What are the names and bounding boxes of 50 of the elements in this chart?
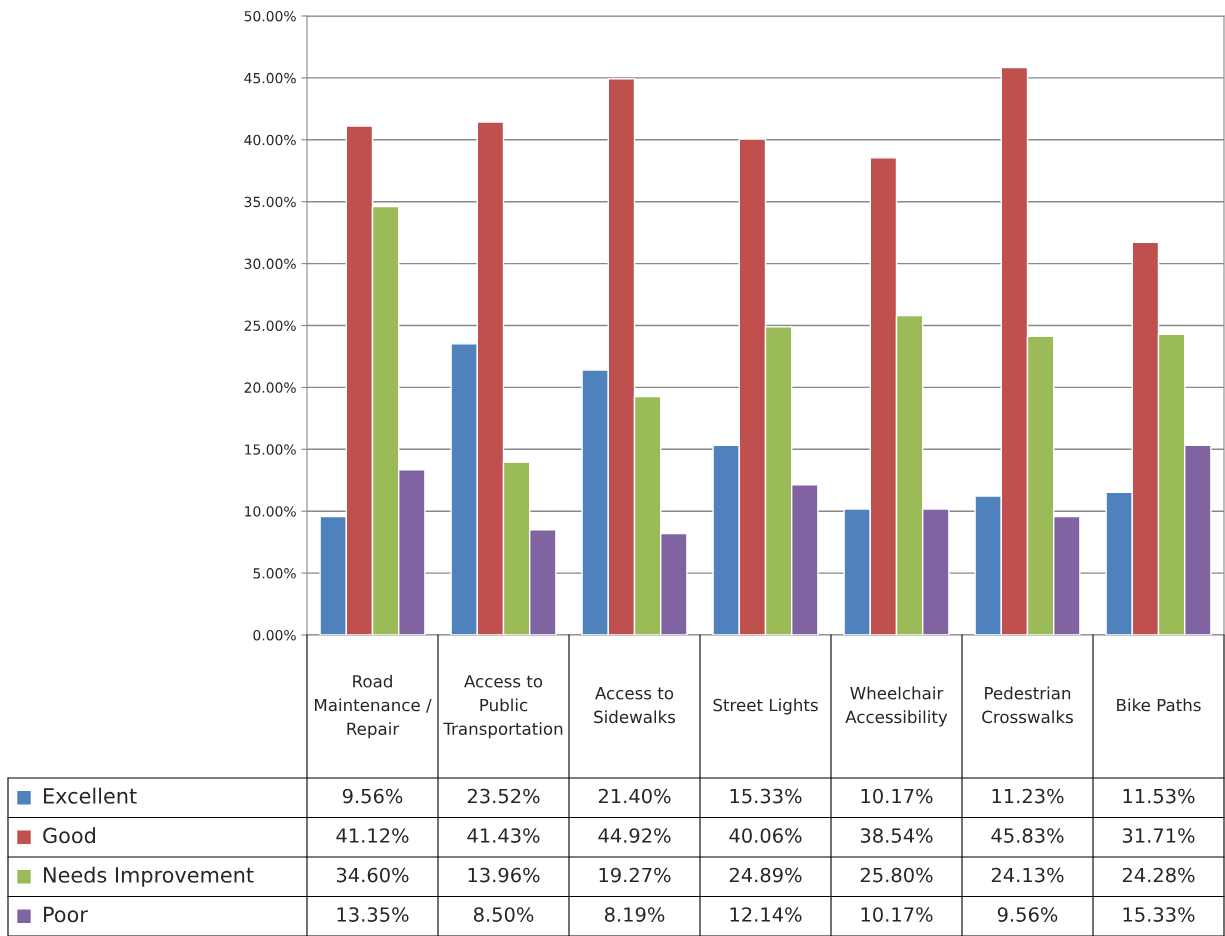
y-tick-label: 50.00% xyxy=(244,10,296,22)
x-tick-label: Pedestrian Crosswalks xyxy=(982,686,1073,724)
y-tick-label: 45.00% xyxy=(244,72,296,84)
data-label: 41.43% xyxy=(467,828,540,843)
data-label: 31.71% xyxy=(1122,828,1195,843)
x-tick-label: Access to Public Transportation xyxy=(443,675,563,739)
y-tick-label: 15.00% xyxy=(245,444,296,455)
data-label: 12.14% xyxy=(730,907,802,922)
data-label: 8.50% xyxy=(473,907,534,922)
data-label: 10.17% xyxy=(861,907,933,922)
y-tick-label: 30.00% xyxy=(244,258,296,270)
y-tick-label: 5.00% xyxy=(253,568,296,579)
y-tick-label: 10.00% xyxy=(245,506,296,517)
data-label: 13.35% xyxy=(337,907,409,922)
data-label: 23.52% xyxy=(467,788,540,804)
data-label: 9.56% xyxy=(342,788,403,804)
x-tick-label: Road Maintenance / Repair xyxy=(315,674,432,739)
data-label: 34.60% xyxy=(336,867,409,883)
legend-label: Good xyxy=(43,827,95,844)
data-label: 25.80% xyxy=(860,867,933,883)
data-label: 13.96% xyxy=(468,867,540,883)
y-tick-label: 40.00% xyxy=(244,134,296,146)
data-label: 11.53% xyxy=(1123,788,1195,804)
legend-label: Poor xyxy=(44,906,88,923)
data-label: 19.27% xyxy=(599,867,671,883)
data-label: 38.54% xyxy=(860,828,933,843)
x-tick-label: Access to Sidewalks xyxy=(594,687,676,724)
data-label: 8.19% xyxy=(604,907,665,922)
x-tick-label: Street Lights xyxy=(713,698,818,715)
y-tick-label: 0.00% xyxy=(253,629,296,641)
y-tick-label: 25.00% xyxy=(244,320,296,331)
x-tick-label: Bike Paths xyxy=(1117,698,1201,712)
data-label: 15.33% xyxy=(730,788,802,804)
data-label: 10.17% xyxy=(861,788,933,804)
x-tick-label: Wheelchair Accessibility xyxy=(845,686,948,727)
legend-label: Needs Improvement xyxy=(44,866,254,887)
data-label: 44.92% xyxy=(598,828,671,843)
data-label: 24.28% xyxy=(1122,867,1195,883)
legend-label: Excellent xyxy=(44,787,137,804)
data-label: 41.12% xyxy=(336,828,409,843)
data-label: 40.06% xyxy=(729,828,802,843)
y-tick-label: 20.00% xyxy=(244,382,296,393)
data-label: 24.89% xyxy=(729,867,802,883)
data-label: 9.56% xyxy=(997,907,1058,922)
y-tick-label: 35.00% xyxy=(244,196,296,208)
data-label: 11.23% xyxy=(992,788,1064,804)
data-label: 15.33% xyxy=(1123,907,1195,922)
data-label: 24.13% xyxy=(991,867,1064,883)
data-label: 21.40% xyxy=(598,788,671,804)
data-label: 45.83% xyxy=(991,828,1064,843)
